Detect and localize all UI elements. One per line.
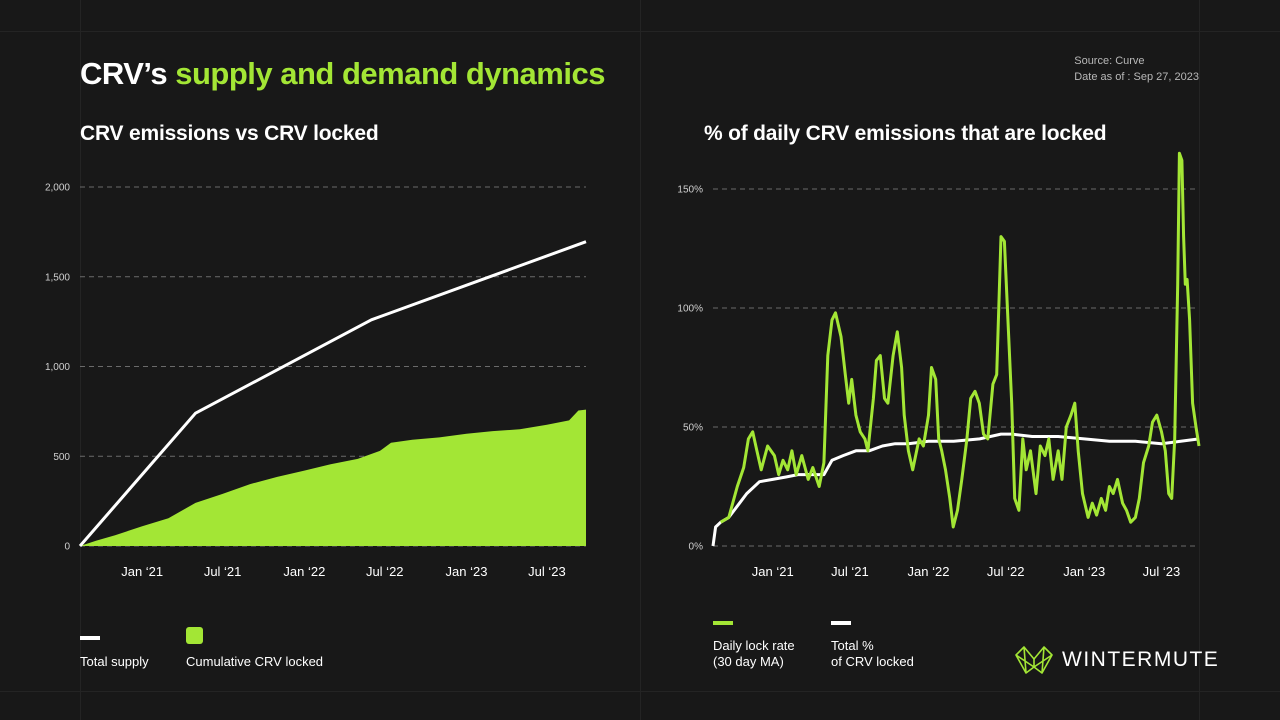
source-note: Source: Curve Date as of : Sep 27, 2023 (1074, 53, 1199, 85)
source-label: Source: Curve (1074, 55, 1145, 67)
legend-total-supply-swatch (80, 636, 100, 640)
wintermute-logo-icon (1015, 646, 1053, 674)
x-tick-label: Jul ‘21 (831, 564, 869, 579)
x-tick-label: Jan ‘23 (446, 564, 488, 579)
page-title-main: CRV’s (80, 56, 176, 91)
total-supply-line (78, 240, 587, 547)
x-tick-label: Jul ‘22 (366, 564, 404, 579)
legend-daily-lock-label: Daily lock rate (30 day MA) (713, 638, 795, 670)
y-tick-label: 500 (53, 452, 70, 463)
date-label: Date as of : Sep 27, 2023 (1074, 71, 1199, 83)
x-tick-label: Jan ‘22 (908, 564, 950, 579)
x-tick-label: Jan ‘21 (121, 564, 163, 579)
y-tick-label: 2,000 (45, 183, 70, 194)
legend-total-pct-swatch (831, 621, 851, 625)
total-pct-locked-line (711, 432, 1200, 547)
brand-name: WINTERMUTE (1062, 648, 1220, 671)
y-tick-label: 100% (677, 304, 703, 315)
legend-daily-lock-swatch (713, 621, 733, 625)
left-chart-title: CRV emissions vs CRV locked (80, 122, 379, 145)
x-tick-label: Jan ‘23 (1063, 564, 1105, 579)
legend-total-pct-line1: Total % (831, 638, 874, 653)
brand: WINTERMUTE (1014, 645, 1219, 675)
legend-cumulative-locked-swatch (186, 627, 203, 644)
page-title: CRV’s supply and demand dynamics (80, 56, 605, 92)
x-tick-label: Jul ‘23 (528, 564, 566, 579)
x-tick-label: Jan ‘21 (752, 564, 794, 579)
y-tick-label: 0 (64, 542, 70, 553)
page-title-accent: supply and demand dynamics (175, 56, 605, 91)
legend-total-supply-label: Total supply (80, 654, 149, 669)
x-tick-label: Jul ‘21 (204, 564, 242, 579)
y-tick-label: 150% (677, 185, 703, 196)
legend-cumulative-locked-label: Cumulative CRV locked (186, 654, 324, 669)
y-tick-label: 50% (683, 423, 703, 434)
legend-daily-lock-line2: (30 day MA) (713, 654, 784, 669)
legend-total-pct-line2: of CRV locked (831, 654, 914, 669)
x-tick-label: Jan ‘22 (283, 564, 325, 579)
cumulative-locked-area (80, 409, 586, 546)
right-chart-title: % of daily CRV emissions that are locked (704, 122, 1107, 145)
x-tick-label: Jul ‘23 (1143, 564, 1181, 579)
supply-vs-locked-chart: 0 500 1,000 1,500 2,000 Jan ‘21 Jul ‘21 Jan ‘22… (45, 183, 587, 579)
y-tick-label: 1,500 (45, 272, 70, 283)
legend-total-pct-label: Total % of CRV locked (831, 638, 914, 670)
daily-lock-rate-line (719, 151, 1201, 529)
y-tick-label: 1,000 (45, 362, 70, 373)
legend-daily-lock-line1: Daily lock rate (713, 638, 795, 653)
x-tick-label: Jul ‘22 (987, 564, 1025, 579)
y-tick-label: 0% (689, 542, 704, 553)
